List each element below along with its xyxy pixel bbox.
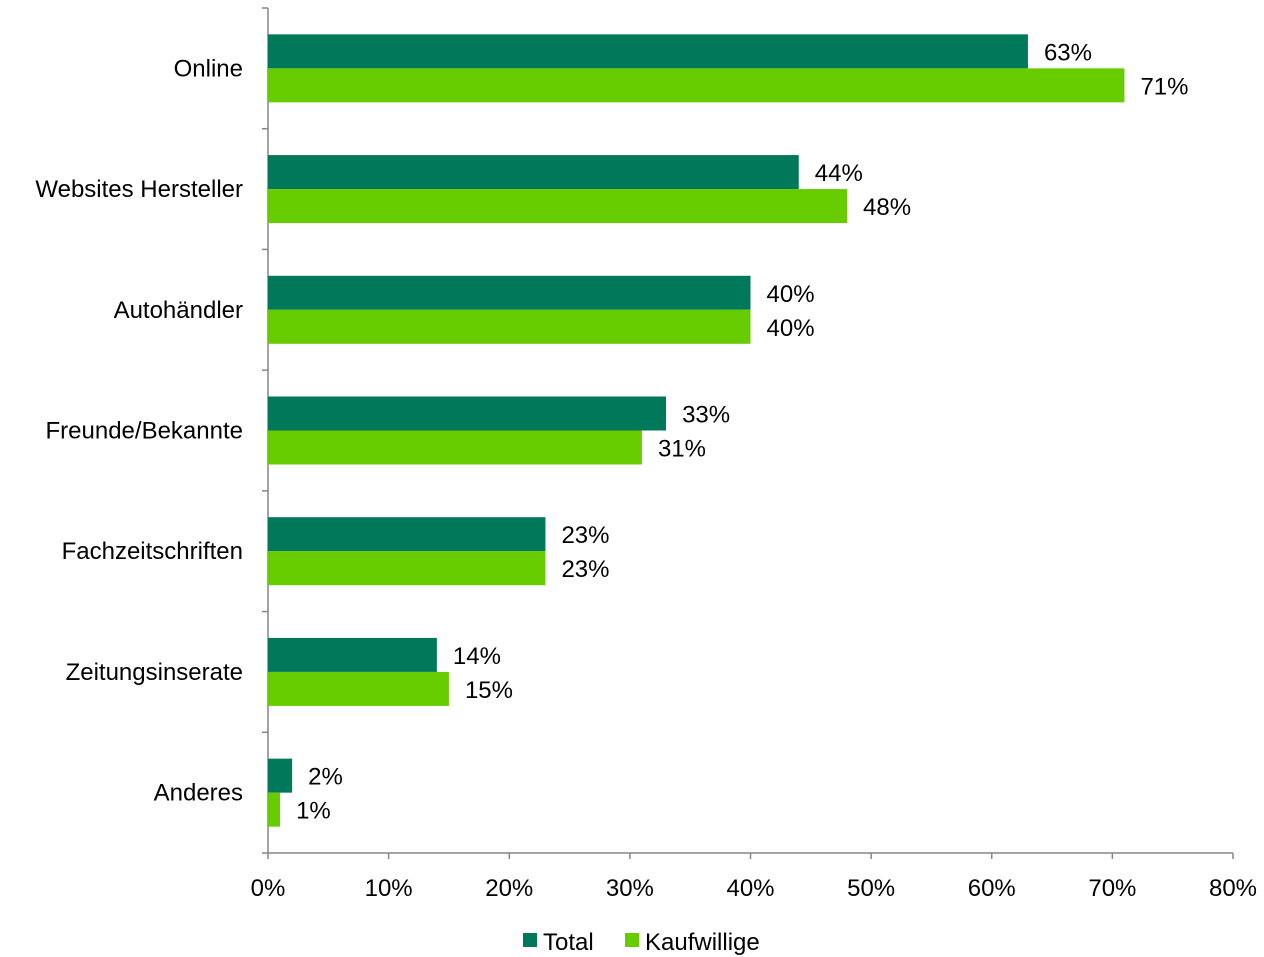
bar-kaufwillige [268, 551, 546, 586]
category-label: Fachzeitschriften [62, 538, 243, 565]
data-label: 23% [561, 522, 609, 549]
data-label: 40% [767, 315, 815, 342]
data-label: 14% [453, 643, 501, 670]
bar-kaufwillige [268, 792, 281, 827]
bar-total [268, 396, 667, 431]
bar-total [268, 758, 293, 793]
bars [268, 34, 1125, 827]
data-label: 15% [465, 677, 513, 704]
data-label: 63% [1044, 39, 1092, 66]
bar-kaufwillige [268, 430, 642, 465]
data-label: 44% [815, 160, 863, 187]
legend-swatch-total [523, 933, 537, 947]
data-label: 2% [308, 764, 343, 791]
category-label: Freunde/Bekannte [46, 418, 243, 445]
data-label: 71% [1140, 73, 1188, 100]
data-label: 40% [767, 281, 815, 308]
bar-total [268, 155, 799, 190]
x-tick-label: 70% [1088, 875, 1136, 902]
x-tick-label: 10% [365, 875, 413, 902]
category-label: Zeitungsinserate [66, 659, 243, 686]
bar-total [268, 517, 546, 552]
data-label: 48% [863, 194, 911, 221]
bar-total [268, 637, 437, 672]
x-tick-label: 60% [968, 875, 1016, 902]
data-label: 23% [561, 556, 609, 583]
x-tick-labels: 0% 10% 20% 30% 40% 50% 60% 70% 80% [251, 875, 1257, 902]
legend: Total Kaufwillige [523, 929, 760, 956]
category-label: Online [174, 55, 243, 82]
bar-kaufwillige [268, 671, 449, 706]
x-tick-label: 80% [1209, 875, 1257, 902]
x-tick-label: 20% [485, 875, 533, 902]
legend-swatch-kaufwillige [625, 933, 639, 947]
data-label: 1% [296, 798, 331, 825]
bar-kaufwillige [268, 189, 847, 224]
x-tick-label: 30% [606, 875, 654, 902]
data-label: 33% [682, 402, 730, 429]
bar-kaufwillige [268, 68, 1125, 103]
legend-label-kaufwillige: Kaufwillige [645, 929, 760, 956]
x-tick-label: 0% [251, 875, 286, 902]
legend-label-total: Total [543, 929, 594, 956]
data-labels: 63% 71% 44%48% 40% 40% 33% 31% 23% 23% 14% 15% 2% 1% [296, 39, 1188, 824]
bar-total [268, 275, 751, 310]
x-tick-label: 50% [847, 875, 895, 902]
category-labels: Online Websites Hersteller Autohändler Freu… [35, 55, 243, 806]
bar-kaufwillige [268, 309, 751, 344]
x-tick-label: 40% [726, 875, 774, 902]
category-label: Autohändler [114, 297, 243, 324]
category-label: Websites Hersteller [35, 176, 243, 203]
bar-total [268, 34, 1028, 69]
data-label: 31% [658, 436, 706, 463]
category-label: Anderes [154, 780, 243, 807]
